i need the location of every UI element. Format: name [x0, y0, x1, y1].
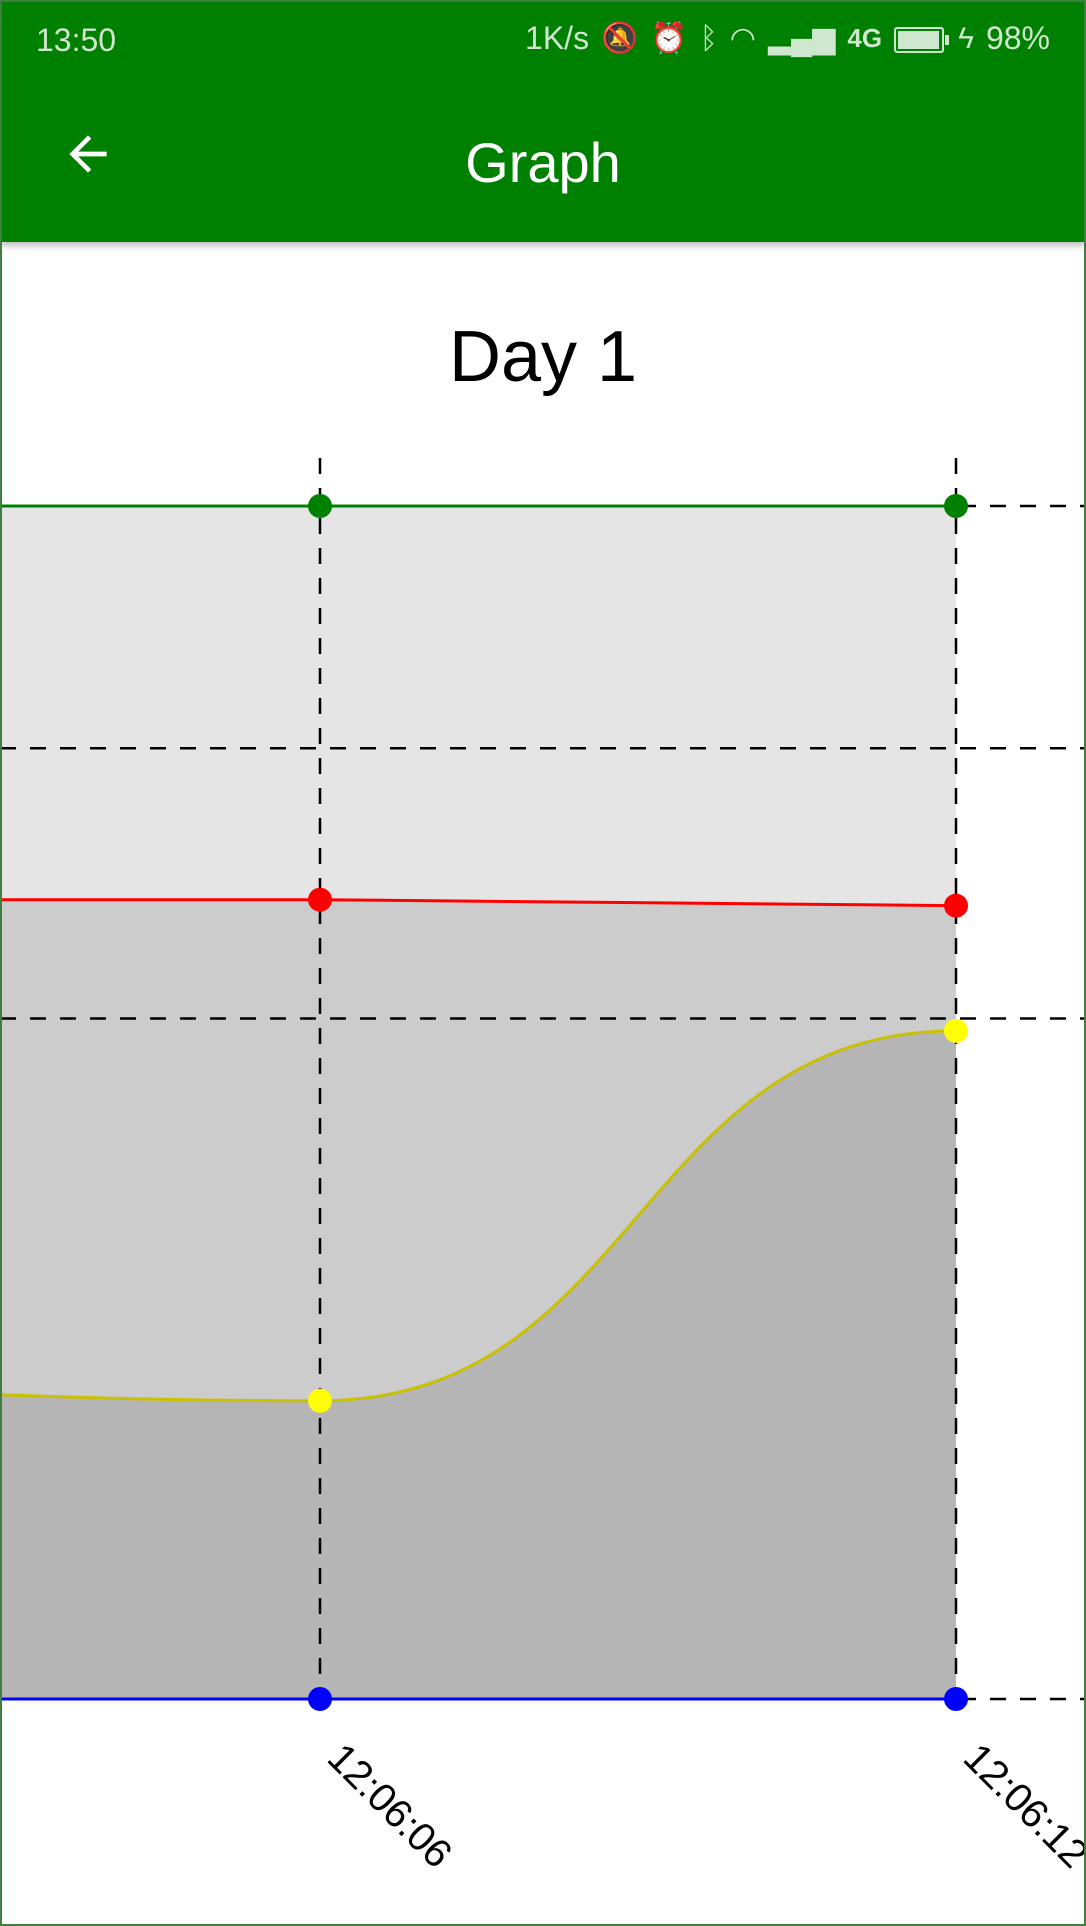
app-bar: Graph — [0, 82, 1086, 242]
data-point — [944, 1019, 968, 1043]
x-tick-label: 12:06:06 — [319, 1735, 460, 1876]
data-point — [308, 1687, 332, 1711]
data-point — [944, 494, 968, 518]
data-point — [308, 494, 332, 518]
data-point — [308, 1389, 332, 1413]
x-tick-label: 12:06:12 — [955, 1735, 1086, 1876]
data-point — [308, 888, 332, 912]
data-point — [944, 894, 968, 918]
app-title: Graph — [0, 130, 1086, 195]
data-point — [944, 1687, 968, 1711]
